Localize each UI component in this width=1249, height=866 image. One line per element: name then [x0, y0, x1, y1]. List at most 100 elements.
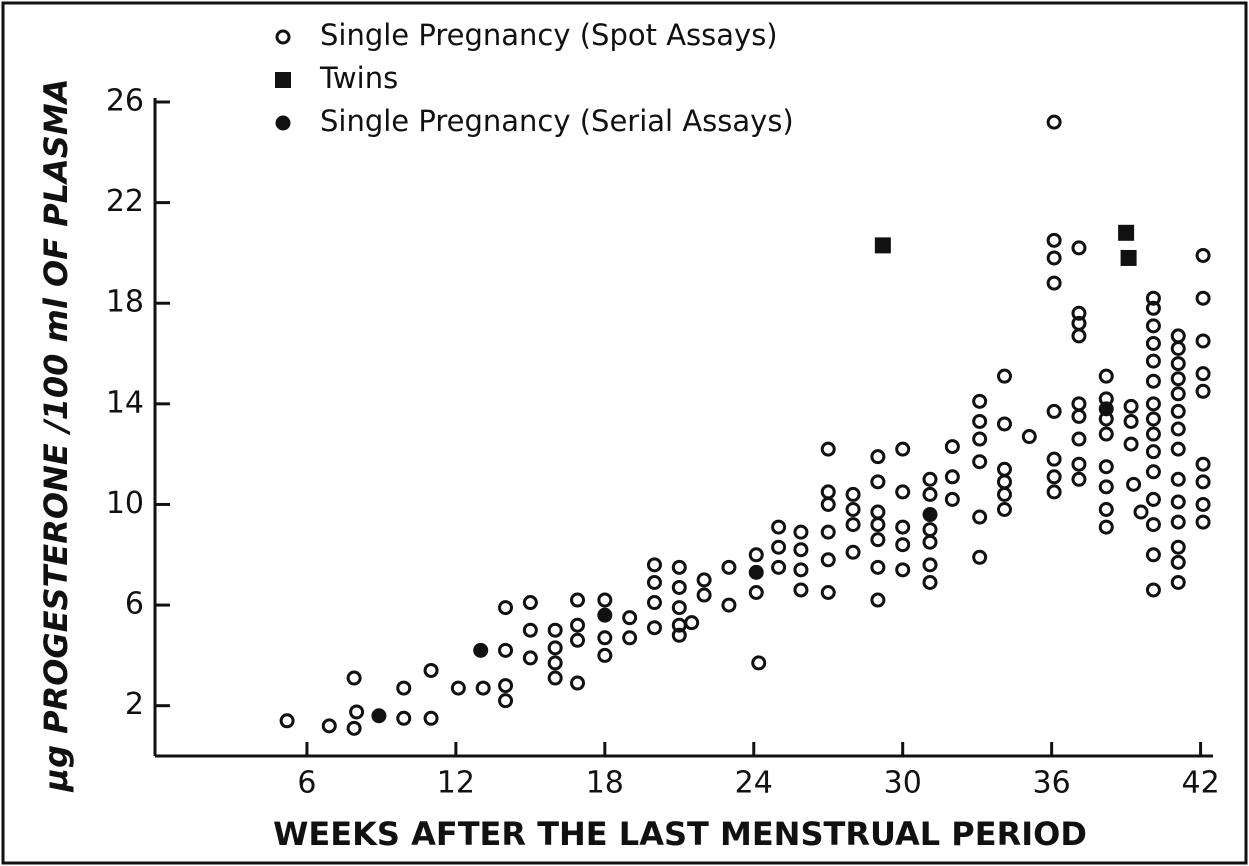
- data-point: [547, 655, 563, 671]
- x-tick-label: 42: [1181, 766, 1219, 801]
- data-point: [1046, 451, 1062, 467]
- data-point: [1098, 426, 1114, 442]
- data-point: [748, 547, 764, 563]
- data-point: [771, 559, 787, 575]
- data-point: [870, 504, 886, 520]
- data-point: [1123, 436, 1139, 452]
- data-point: [944, 491, 960, 507]
- data-point: [870, 592, 886, 608]
- data-point: [1123, 413, 1139, 429]
- data-point: [1170, 403, 1186, 419]
- data-point: [1046, 250, 1062, 266]
- data-point: [895, 441, 911, 457]
- data-point: [1071, 456, 1087, 472]
- data-point: [922, 486, 938, 502]
- data-point: [996, 461, 1012, 477]
- data-point: [696, 587, 712, 603]
- data-point: [498, 642, 514, 658]
- data-point: [996, 501, 1012, 517]
- data-point: [1195, 474, 1211, 490]
- data-point: [1145, 444, 1161, 460]
- data-point: [1098, 519, 1114, 535]
- data-point: [1195, 247, 1211, 263]
- legend-text: Twins: [319, 61, 398, 95]
- data-point: [547, 640, 563, 656]
- data-point: [922, 507, 938, 523]
- data-point: [570, 617, 586, 633]
- data-point: [1145, 318, 1161, 334]
- data-point: [1195, 290, 1211, 306]
- x-tick-label: 18: [586, 766, 624, 801]
- data-point: [972, 393, 988, 409]
- data-point: [870, 532, 886, 548]
- data-point: [895, 484, 911, 500]
- legend-marker: [275, 115, 291, 131]
- data-point: [820, 496, 836, 512]
- data-point: [1195, 383, 1211, 399]
- data-point: [845, 501, 861, 517]
- legend-text: Single Pregnancy (Serial Assays): [320, 104, 794, 138]
- data-point: [1098, 479, 1114, 495]
- data-point: [498, 600, 514, 616]
- data-point: [547, 670, 563, 686]
- y-tick-label: 2: [125, 687, 144, 722]
- x-axis-title: WEEKS AFTER THE LAST MENSTRUAL PERIOD: [273, 815, 1087, 853]
- data-point: [321, 718, 337, 734]
- y-tick-label: 10: [106, 486, 144, 521]
- data-point: [1145, 411, 1161, 427]
- data-point: [895, 519, 911, 535]
- data-point: [1120, 249, 1137, 266]
- data-point: [1170, 539, 1186, 555]
- data-point: [498, 678, 514, 694]
- data-point: [1126, 476, 1142, 492]
- data-point: [570, 632, 586, 648]
- data-point: [895, 537, 911, 553]
- data-point: [671, 600, 687, 616]
- data-point: [1145, 491, 1161, 507]
- data-point: [1098, 459, 1114, 475]
- y-tick-label: 6: [125, 587, 144, 622]
- data-point: [793, 582, 809, 598]
- data-point: [646, 595, 662, 611]
- data-point: [996, 416, 1012, 432]
- data-point: [820, 484, 836, 500]
- legend-marker: [275, 29, 291, 45]
- data-point: [597, 592, 613, 608]
- x-tick-label: 30: [884, 766, 922, 801]
- data-point: [522, 650, 538, 666]
- data-point: [1195, 366, 1211, 382]
- data-point: [1071, 408, 1087, 424]
- data-point: [996, 368, 1012, 384]
- data-point: [671, 627, 687, 643]
- data-point: [1118, 224, 1135, 241]
- data-point: [1170, 328, 1186, 344]
- data-point: [671, 579, 687, 595]
- data-point: [1145, 300, 1161, 316]
- data-point: [1145, 290, 1161, 306]
- data-point: [396, 710, 412, 726]
- data-point: [349, 704, 365, 720]
- data-point: [972, 413, 988, 429]
- data-point: [597, 607, 613, 623]
- data-point: [972, 549, 988, 565]
- data-point: [597, 630, 613, 646]
- data-point: [646, 574, 662, 590]
- data-point: [1170, 386, 1186, 402]
- data-point: [1145, 353, 1161, 369]
- data-point: [922, 471, 938, 487]
- data-point: [1145, 396, 1161, 412]
- data-point: [771, 519, 787, 535]
- data-point: [671, 559, 687, 575]
- data-point: [646, 557, 662, 573]
- data-point: [845, 544, 861, 560]
- data-point: [1195, 333, 1211, 349]
- data-point: [1071, 240, 1087, 256]
- data-point: [1071, 471, 1087, 487]
- data-point: [1098, 401, 1114, 417]
- data-point: [1046, 484, 1062, 500]
- data-point: [684, 615, 700, 631]
- data-point: [1145, 335, 1161, 351]
- data-point: [279, 713, 295, 729]
- data-point: [793, 524, 809, 540]
